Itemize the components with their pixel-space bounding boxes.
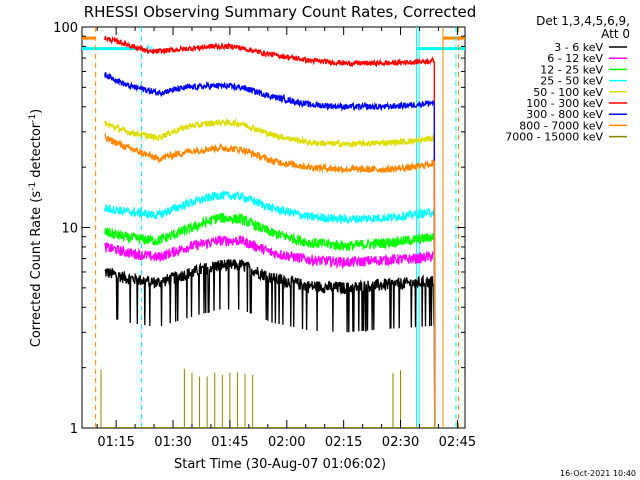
- x-axis-label: Start Time (30-Aug-07 01:06:02): [174, 457, 386, 472]
- x-tick-label: 02:00: [268, 435, 305, 450]
- y-axis-label: Corrected Count Rate (s-1 detector-1): [28, 109, 44, 347]
- x-tick-label: 01:45: [211, 435, 248, 450]
- legend-label-5: 100 - 300 keV: [526, 97, 603, 110]
- legend-label-0: 3 - 6 keV: [554, 41, 603, 54]
- x-tick-label: 01:30: [154, 435, 191, 450]
- chart-title: RHESSI Observing Summary Count Rates, Co…: [84, 3, 477, 21]
- legend-label-6: 300 - 800 keV: [526, 108, 603, 121]
- series-line-6: [104, 72, 436, 428]
- series-line-0: [104, 259, 436, 428]
- legend-header-detectors: Det 1,3,4,5,6,9,: [536, 14, 630, 28]
- series-line-7: [104, 132, 436, 428]
- y-label-sup-1: -1: [28, 182, 38, 191]
- y-tick-label: 100: [53, 21, 78, 36]
- x-tick-label: 01:15: [97, 435, 134, 450]
- y-label-part-3: ): [29, 109, 44, 114]
- timestamp: 16-Oct-2021 10:40: [560, 469, 636, 478]
- plot-area: N: [82, 27, 465, 428]
- axis-layer: 1 10 100 01:15 01:30 01:45 02:00 02:15 02:30 02:4…: [53, 21, 476, 450]
- y-label-sup-2: -1: [28, 114, 38, 123]
- series-line-2: [104, 212, 436, 428]
- series-line-5: [104, 35, 436, 428]
- legend-label-3: 25 - 50 keV: [540, 75, 603, 88]
- legend-header-attenuator: Att 0: [601, 27, 630, 41]
- y-tick-label: 10: [61, 222, 78, 237]
- series-line-3: [104, 190, 436, 428]
- legend-label-2: 12 - 25 keV: [540, 63, 603, 76]
- x-tick-label: 02:15: [325, 435, 362, 450]
- legend-label-4: 50 - 100 keV: [533, 86, 603, 99]
- x-tick-label: 02:45: [439, 435, 476, 450]
- legend-label-8: 7000 - 15000 keV: [505, 131, 603, 144]
- legend-label-7: 800 - 7000 keV: [519, 119, 603, 132]
- series-line-1: [104, 234, 436, 428]
- y-tick-label: 1: [70, 422, 78, 437]
- y-label-part-1: Corrected Count Rate (s: [29, 191, 44, 348]
- legend-label-1: 6 - 12 keV: [547, 52, 603, 65]
- x-tick-label: 02:30: [382, 435, 419, 450]
- series-line-8: [100, 368, 435, 428]
- y-label-part-2: detector: [29, 122, 44, 182]
- series-line-4: [104, 117, 436, 428]
